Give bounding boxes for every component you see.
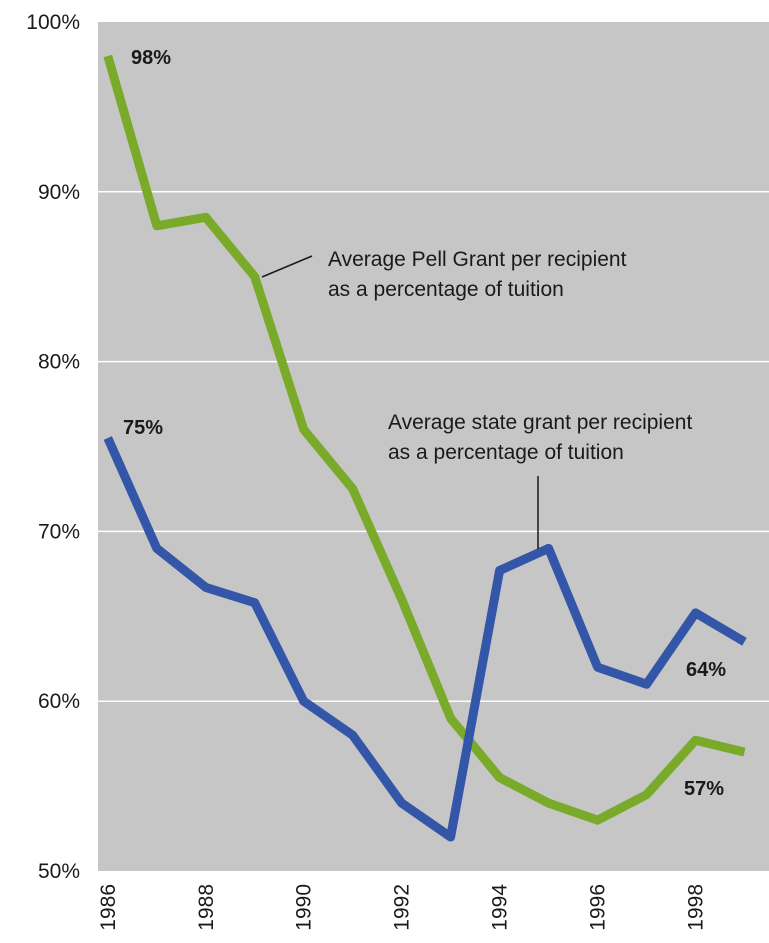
y-tick-label: 90% (38, 181, 80, 204)
annotation-text: as a percentage of tuition (388, 441, 624, 464)
x-axis-ticks: 1986 1988 1990 1992 1994 1996 1998 (97, 884, 708, 931)
start-value-label: 98% (131, 47, 171, 69)
x-tick-label: 1996 (587, 884, 610, 931)
y-tick-label: 100% (26, 11, 80, 34)
y-tick-label: 60% (38, 690, 80, 713)
series-lines (103, 54, 747, 842)
x-tick-label: 1994 (489, 884, 512, 931)
x-tick-label: 1998 (685, 884, 708, 931)
x-tick-label: 1992 (391, 884, 414, 931)
end-value-label: 57% (684, 778, 724, 800)
series-line-1 (103, 436, 747, 842)
x-tick-label: 1988 (195, 884, 218, 931)
annotation-leader-line (261, 255, 313, 278)
y-tick-label: 80% (38, 351, 80, 374)
series-line-0 (103, 54, 746, 825)
annotation-text: Average state grant per recipient (388, 411, 692, 434)
start-value-label: 75% (123, 417, 163, 439)
x-tick-label: 1986 (97, 884, 120, 931)
plot-background (98, 22, 769, 871)
gridlines (98, 191, 769, 702)
annotation-text: Average Pell Grant per recipient (328, 248, 627, 271)
y-axis-ticks: 50% 60% 70% 80% 90% 100% (26, 11, 80, 883)
annotation-text: as a percentage of tuition (328, 278, 564, 301)
y-tick-label: 70% (38, 520, 80, 543)
x-tick-label: 1990 (293, 884, 316, 931)
end-value-label: 64% (686, 659, 726, 681)
annotations: Average Pell Grant per recipient as a per… (261, 248, 692, 549)
y-tick-label: 50% (38, 860, 80, 883)
end-labels: 98% 57% 75% 64% (123, 47, 726, 800)
